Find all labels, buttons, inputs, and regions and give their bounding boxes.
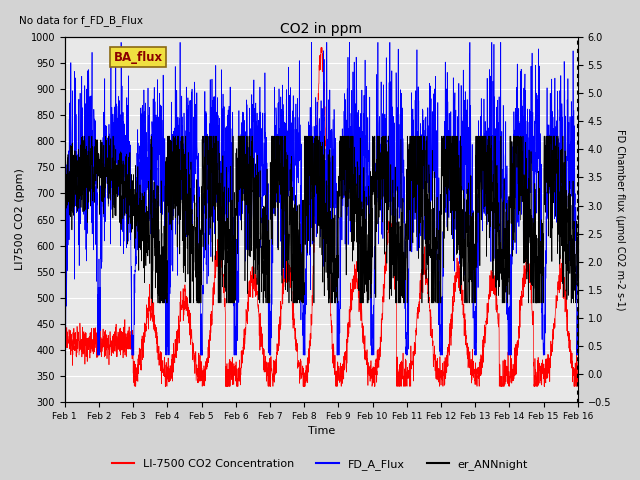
Title: CO2 in ppm: CO2 in ppm [280, 22, 362, 36]
Text: No data for f_FD_B_Flux: No data for f_FD_B_Flux [19, 15, 143, 26]
Y-axis label: LI7500 CO2 (ppm): LI7500 CO2 (ppm) [15, 168, 25, 271]
Y-axis label: FD Chamber flux (μmol CO2 m-2 s-1): FD Chamber flux (μmol CO2 m-2 s-1) [615, 129, 625, 310]
Text: BA_flux: BA_flux [113, 51, 163, 64]
X-axis label: Time: Time [308, 426, 335, 436]
Legend: LI-7500 CO2 Concentration, FD_A_Flux, er_ANNnight: LI-7500 CO2 Concentration, FD_A_Flux, er… [108, 455, 532, 474]
